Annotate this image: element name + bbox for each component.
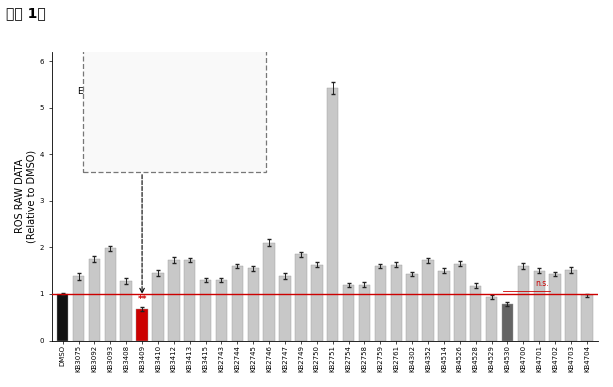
Bar	[121, 281, 132, 341]
Bar	[311, 265, 322, 341]
Bar	[390, 265, 402, 341]
Bar	[184, 260, 196, 341]
Text: n.s.: n.s.	[536, 279, 549, 288]
Bar	[438, 271, 449, 341]
Bar	[327, 88, 338, 341]
Bar	[73, 276, 84, 341]
Bar	[533, 271, 545, 341]
Bar	[295, 254, 306, 341]
Bar	[375, 266, 386, 341]
Bar	[454, 264, 465, 341]
Bar	[517, 266, 529, 341]
Bar	[105, 248, 116, 341]
Bar	[152, 273, 164, 341]
Text: **: **	[137, 295, 147, 304]
Bar	[248, 268, 259, 341]
Bar	[232, 266, 243, 341]
Bar	[168, 260, 180, 341]
Bar	[280, 276, 291, 341]
Text: 【도 1】: 【도 1】	[6, 6, 46, 20]
Bar	[486, 297, 497, 341]
Bar	[343, 285, 354, 341]
Bar	[200, 280, 211, 341]
Bar	[549, 274, 561, 341]
Bar	[501, 304, 513, 341]
Bar	[136, 309, 148, 341]
Bar	[406, 274, 418, 341]
FancyBboxPatch shape	[83, 43, 266, 172]
Bar	[359, 285, 370, 341]
Y-axis label: ROS RAW DATA
(Relative to DMSO): ROS RAW DATA (Relative to DMSO)	[15, 150, 37, 243]
Bar	[89, 259, 100, 341]
Bar	[264, 243, 275, 341]
Bar	[565, 270, 577, 341]
Bar	[581, 295, 593, 341]
Bar	[216, 280, 227, 341]
Bar	[422, 260, 434, 341]
Bar	[57, 294, 69, 341]
Bar	[470, 286, 481, 341]
